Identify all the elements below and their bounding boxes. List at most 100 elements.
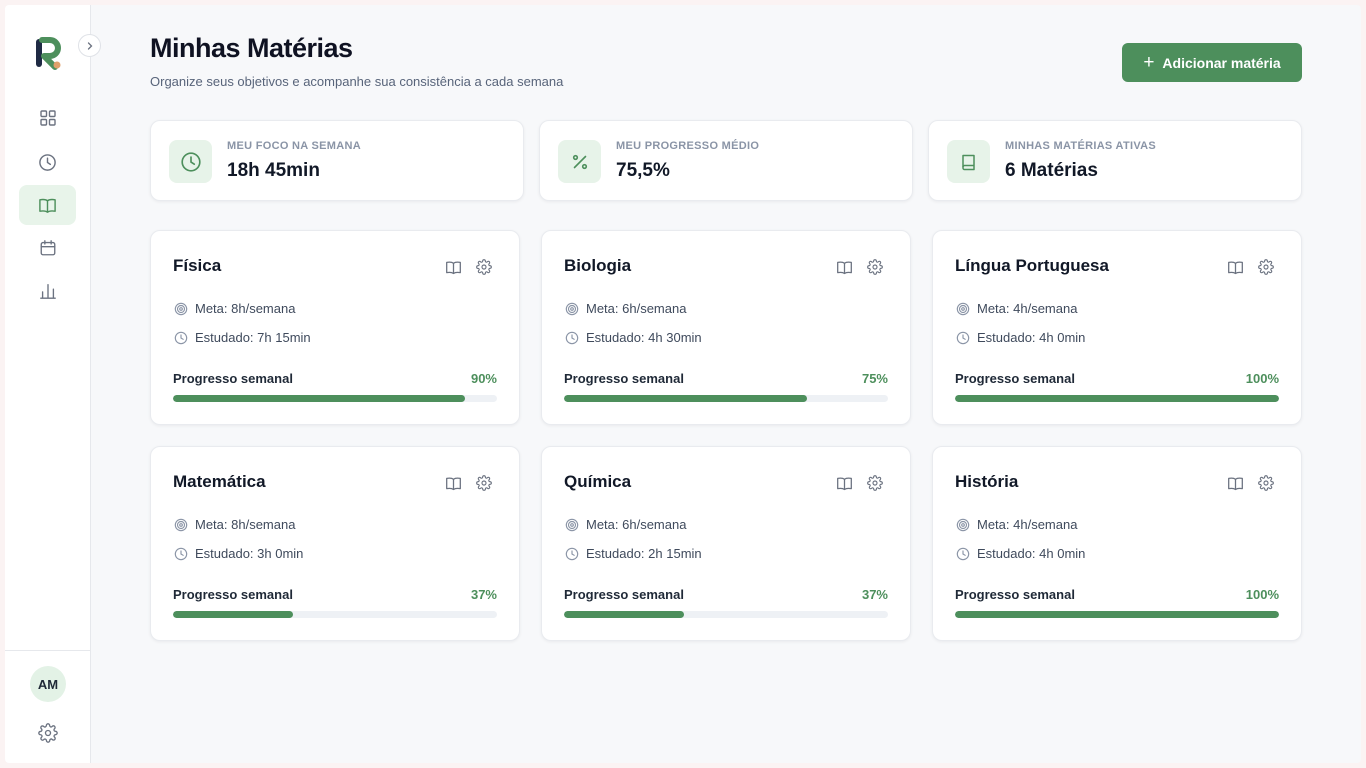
progress-label: Progresso semanal <box>955 371 1075 386</box>
goal-row: Meta: 6h/semana <box>564 301 686 316</box>
progress-percent: 37% <box>470 587 497 602</box>
gear-icon <box>476 475 492 491</box>
goal-text: Meta: 8h/semana <box>195 517 296 532</box>
bar-chart-icon <box>39 284 56 299</box>
stat-card-active-subjects: MINHAS MATÉRIAS ATIVAS 6 Matérias <box>928 120 1302 201</box>
stat-icon-box <box>169 140 212 183</box>
progress-bar-fill <box>564 611 684 618</box>
sidebar-item-dashboard[interactable] <box>19 98 76 138</box>
open-subject-button[interactable] <box>444 474 462 492</box>
app-logo[interactable] <box>33 36 63 70</box>
studied-row: Estudado: 7h 15min <box>173 330 311 345</box>
progress-label: Progresso semanal <box>955 587 1075 602</box>
collapse-sidebar-button[interactable] <box>78 34 101 57</box>
subject-settings-button[interactable] <box>866 474 884 492</box>
stat-icon-box <box>558 140 601 183</box>
sidebar-item-reports[interactable] <box>19 271 76 311</box>
progress-label: Progresso semanal <box>564 587 684 602</box>
sidebar-item-calendar[interactable] <box>19 228 76 268</box>
plus-icon: + <box>1143 52 1155 73</box>
progress-bar-fill <box>173 395 465 402</box>
subject-settings-button[interactable] <box>475 474 493 492</box>
subject-settings-button[interactable] <box>475 258 493 276</box>
subject-card: Biologia Meta: 6h/semana <box>541 230 911 425</box>
gear-icon <box>867 259 883 275</box>
stat-label: MEU PROGRESSO MÉDIO <box>616 140 760 152</box>
app-window: AM Minhas Matérias Organize seus objetiv… <box>5 5 1361 763</box>
goal-row: Meta: 4h/semana <box>955 517 1077 532</box>
book-icon <box>445 261 461 274</box>
page-title: Minhas Matérias <box>150 33 353 63</box>
progress-bar-fill <box>564 395 807 402</box>
studied-text: Estudado: 2h 15min <box>586 546 702 561</box>
book-icon <box>961 154 975 170</box>
book-icon <box>445 477 461 490</box>
stat-value: 75,5% <box>616 160 670 181</box>
open-subject-button[interactable] <box>1226 474 1244 492</box>
studied-row: Estudado: 4h 0min <box>955 330 1085 345</box>
open-subject-button[interactable] <box>835 474 853 492</box>
progress-percent: 90% <box>470 371 497 386</box>
subject-card: Língua Portuguesa Meta: 4h/semana <box>932 230 1302 425</box>
add-subject-label: Adicionar matéria <box>1162 54 1281 71</box>
subject-settings-button[interactable] <box>866 258 884 276</box>
progress-percent: 100% <box>1245 371 1279 386</box>
target-icon <box>955 517 970 532</box>
subject-settings-button[interactable] <box>1257 258 1275 276</box>
open-subject-button[interactable] <box>444 258 462 276</box>
progress-label: Progresso semanal <box>173 371 293 386</box>
clock-icon <box>564 330 579 345</box>
subject-title: Física <box>173 256 222 275</box>
gear-icon <box>38 723 58 743</box>
progress-percent: 100% <box>1245 587 1279 602</box>
page-subtitle: Organize seus objetivos e acompanhe sua … <box>150 74 564 89</box>
progress-bar <box>564 395 888 402</box>
open-subject-button[interactable] <box>1226 258 1244 276</box>
goal-text: Meta: 6h/semana <box>586 517 687 532</box>
sidebar-item-history[interactable] <box>19 142 76 182</box>
clock-icon <box>173 546 188 561</box>
progress-label: Progresso semanal <box>564 371 684 386</box>
calendar-icon <box>40 240 55 256</box>
percent-icon <box>572 154 587 169</box>
add-subject-button[interactable]: + Adicionar matéria <box>1122 43 1302 82</box>
subject-title: Biologia <box>564 256 632 275</box>
subject-card: Física Meta: 8h/semana <box>150 230 520 425</box>
subject-card: Matemática Meta: 8h/semana <box>150 446 520 641</box>
stat-label: MINHAS MATÉRIAS ATIVAS <box>1005 140 1157 152</box>
goal-row: Meta: 4h/semana <box>955 301 1077 316</box>
clock-icon <box>180 151 201 172</box>
settings-button[interactable] <box>38 723 58 743</box>
sidebar-divider <box>5 650 91 651</box>
studied-row: Estudado: 3h 0min <box>173 546 303 561</box>
progress-percent: 75% <box>861 371 888 386</box>
progress-bar-fill <box>173 611 293 618</box>
subject-settings-button[interactable] <box>1257 474 1275 492</box>
goal-row: Meta: 8h/semana <box>173 301 295 316</box>
sidebar-item-subjects[interactable] <box>19 185 76 225</box>
studied-row: Estudado: 4h 0min <box>955 546 1085 561</box>
avatar[interactable]: AM <box>30 666 66 702</box>
progress-bar <box>955 395 1279 402</box>
clock-icon <box>39 153 56 171</box>
stat-label: MEU FOCO NA SEMANA <box>227 140 361 152</box>
stat-icon-box <box>947 140 990 183</box>
progress-bar <box>173 395 497 402</box>
goal-text: Meta: 4h/semana <box>977 517 1078 532</box>
studied-text: Estudado: 7h 15min <box>195 330 311 345</box>
subject-title: Matemática <box>173 472 266 491</box>
chevron-right-icon <box>87 41 92 50</box>
stat-card-progress: MEU PROGRESSO MÉDIO 75,5% <box>539 120 913 201</box>
subject-title: Língua Portuguesa <box>955 256 1109 275</box>
progress-bar <box>564 611 888 618</box>
stat-value: 18h 45min <box>227 160 320 181</box>
target-icon <box>173 301 188 316</box>
book-icon <box>1227 477 1243 490</box>
subject-title: Química <box>564 472 632 491</box>
stat-card-focus: MEU FOCO NA SEMANA 18h 45min <box>150 120 524 201</box>
gear-icon <box>1258 259 1274 275</box>
open-subject-button[interactable] <box>835 258 853 276</box>
gear-icon <box>476 259 492 275</box>
studied-row: Estudado: 2h 15min <box>564 546 702 561</box>
clock-icon <box>955 546 970 561</box>
